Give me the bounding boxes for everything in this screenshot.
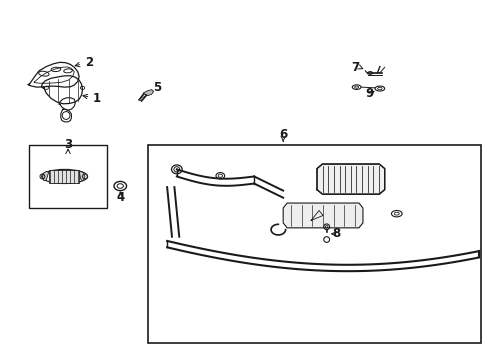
Text: 2: 2: [75, 56, 93, 69]
Bar: [29, 145, 106, 208]
Polygon shape: [79, 171, 85, 181]
Text: 9: 9: [365, 87, 373, 100]
Polygon shape: [142, 90, 153, 96]
Text: 8: 8: [331, 228, 340, 240]
Text: 3: 3: [64, 138, 72, 151]
Text: 5: 5: [153, 81, 161, 94]
Polygon shape: [316, 164, 384, 194]
Bar: [147, 145, 480, 343]
Text: 4: 4: [116, 191, 124, 204]
Polygon shape: [283, 203, 362, 228]
Text: 7: 7: [351, 61, 359, 74]
Polygon shape: [42, 171, 49, 181]
Bar: [49, 170, 79, 183]
Text: 1: 1: [83, 92, 101, 105]
Text: 6: 6: [279, 128, 287, 141]
